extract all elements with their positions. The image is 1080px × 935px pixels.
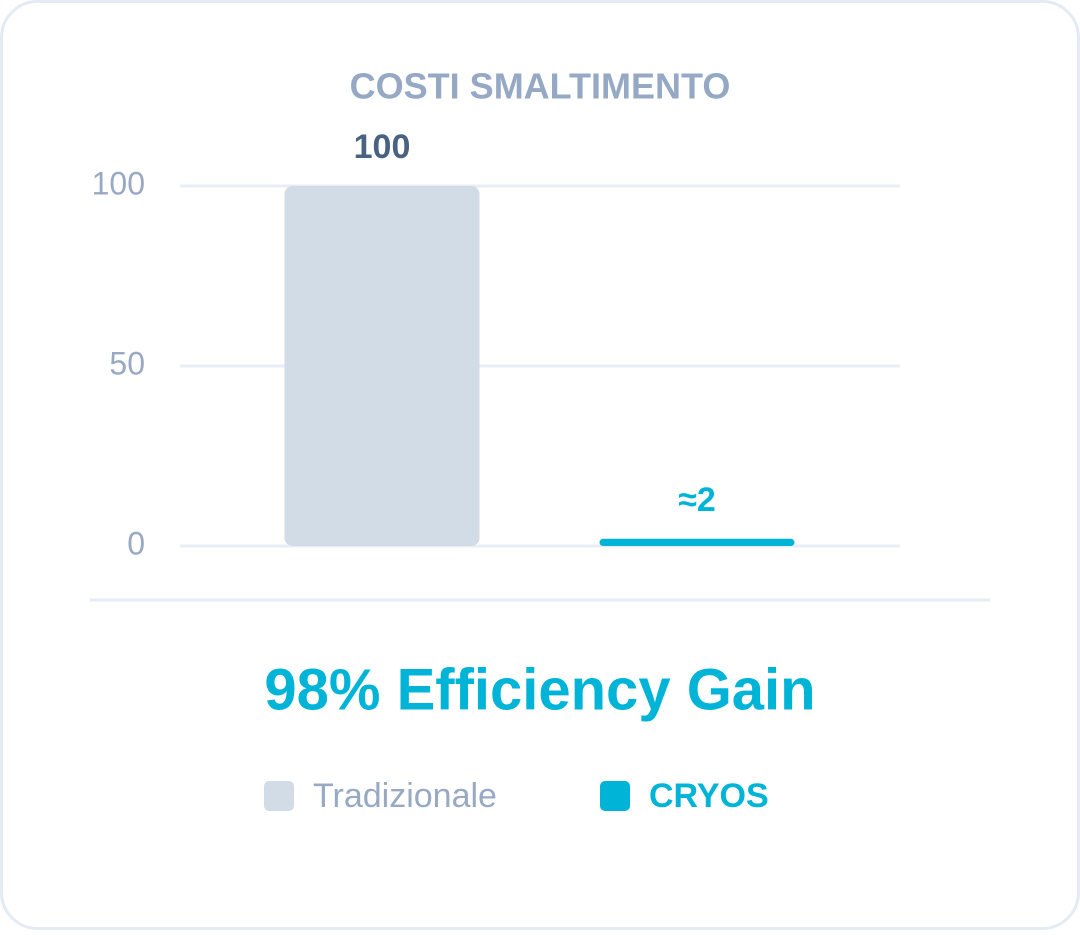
- value-label: ≈2: [678, 481, 716, 519]
- y-tick-label: 100: [92, 165, 145, 201]
- annotation: 98% Efficiency Gain: [264, 657, 815, 722]
- value-label: 100: [354, 128, 411, 166]
- y-tick-label: 50: [109, 345, 145, 381]
- y-tick-label: 0: [127, 525, 145, 561]
- bar: [599, 538, 795, 546]
- legend-swatch: [600, 781, 630, 811]
- legend-swatch: [264, 781, 294, 811]
- bar: [284, 186, 480, 546]
- legend-label: Tradizionale: [313, 777, 497, 815]
- legend-label: CRYOS: [649, 777, 769, 815]
- chart-title: COSTI SMALTIMENTO: [350, 66, 731, 107]
